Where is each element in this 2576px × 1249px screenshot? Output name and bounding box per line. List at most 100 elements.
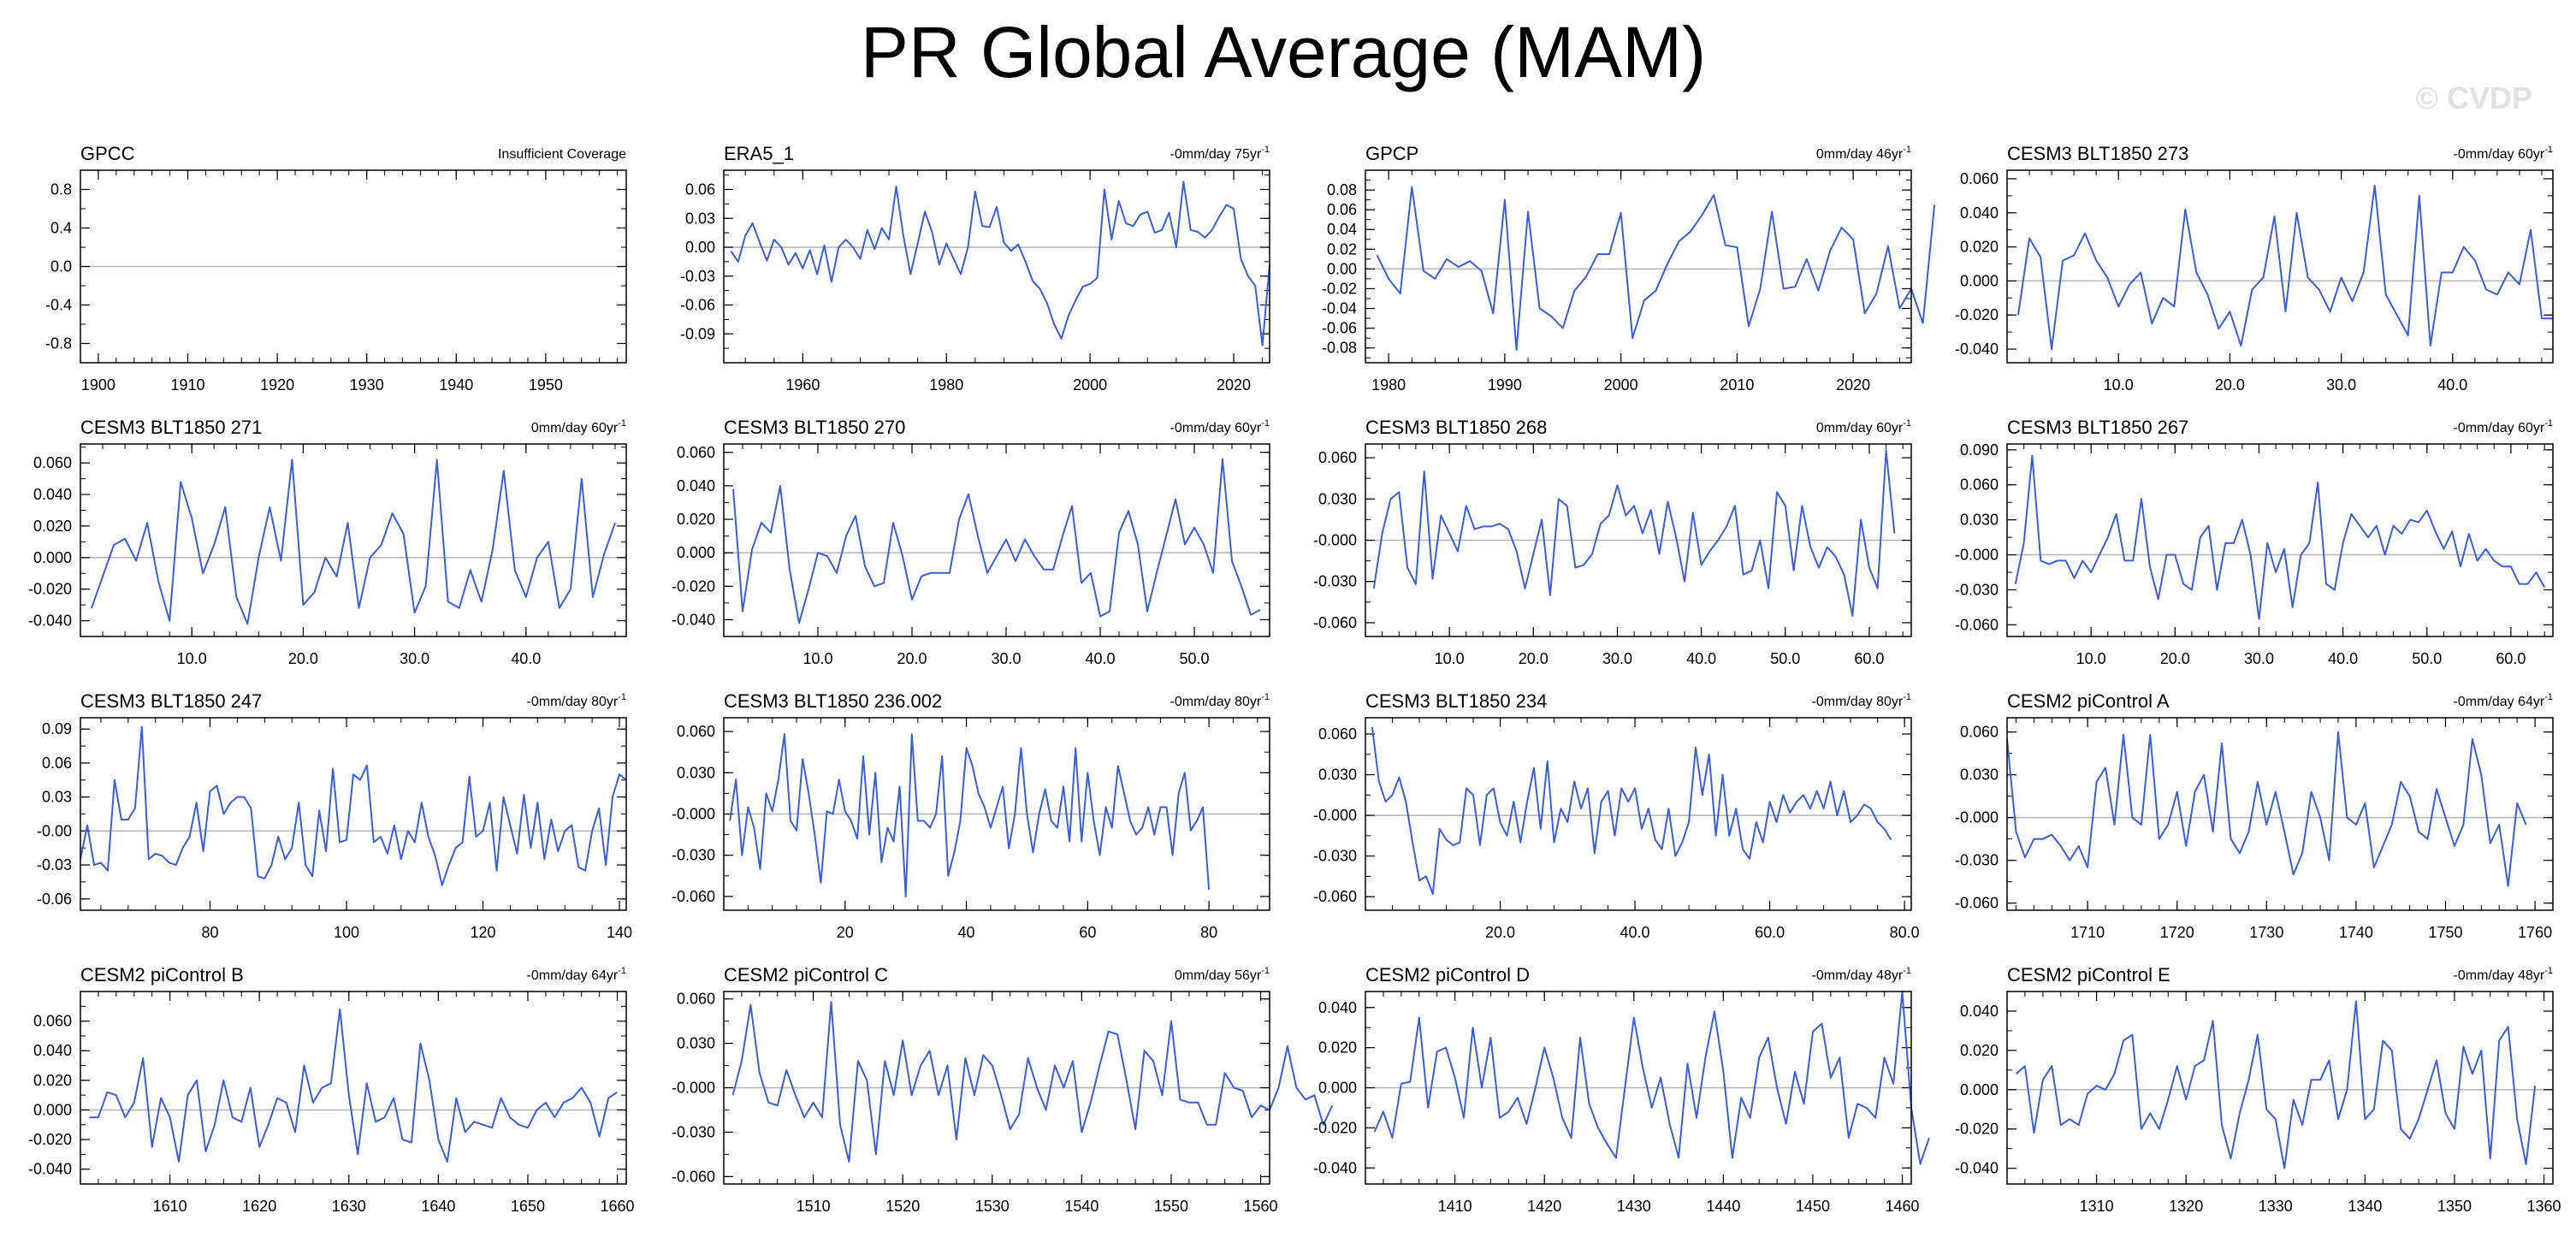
x-tick-label: 1950 (529, 376, 563, 394)
y-tick-label: -0.040 (28, 613, 72, 630)
x-tick-label: 1320 (2169, 1198, 2203, 1215)
x-tick-label: 20.0 (288, 650, 318, 667)
plot-frame (1365, 991, 1912, 1185)
x-tick-label: 1310 (2080, 1198, 2114, 1215)
y-tick-label: 0.000 (33, 549, 72, 566)
plot-frame (1365, 717, 1912, 911)
x-tick-label: 30.0 (2244, 650, 2274, 667)
x-tick-label: 1760 (2518, 924, 2552, 941)
y-tick-label: 0.030 (1318, 767, 1357, 784)
x-tick-label: 1610 (153, 1198, 187, 1215)
x-tick-label: 1350 (2437, 1198, 2472, 1215)
y-tick-label: -0.030 (672, 847, 715, 864)
annotation-superscript: -1 (1903, 145, 1911, 155)
y-tick-label: 0.060 (677, 991, 715, 1008)
panel-title: CESM2 piControl E (2007, 964, 2170, 986)
panel: 0.060 0.030 -0.000 -0.030 -0.060 1710 1720 1730… (1955, 690, 2554, 941)
x-tick-label: 20.0 (1519, 650, 1549, 667)
panel-annotation: -0mm/day 80yr-1 (527, 692, 626, 709)
panel-title: CESM3 BLT1850 268 (1365, 417, 1547, 438)
x-tick-label: 10.0 (1435, 650, 1465, 667)
annotation-superscript: -1 (2544, 692, 2553, 702)
series-line (1376, 186, 1936, 351)
x-tick-label: 50.0 (2412, 650, 2442, 667)
y-tick-label: -0.09 (680, 325, 715, 342)
plot-frame (723, 717, 1270, 911)
panel-annotation: -0mm/day 60yr-1 (2454, 145, 2553, 162)
x-tick-label: 1730 (2249, 924, 2283, 941)
x-tick-label: 1720 (2160, 924, 2194, 941)
annotation-superscript: -1 (618, 966, 626, 976)
plot-frame (80, 717, 627, 911)
y-tick-label: 0.03 (42, 789, 72, 806)
x-tick-label: 1460 (1886, 1198, 1920, 1215)
x-tick-label: 1920 (260, 376, 294, 394)
x-tick-label: 40.0 (1085, 650, 1115, 667)
y-tick-label: 0.060 (1960, 724, 1999, 741)
x-tick-label: 1740 (2339, 924, 2373, 941)
panel-annotation: -0mm/day 48yr-1 (2454, 966, 2553, 983)
x-tick-label: 120 (471, 924, 496, 941)
y-tick-label: 0.060 (677, 444, 715, 461)
x-tick-label: 1560 (1244, 1198, 1278, 1215)
annotation-superscript: -1 (1903, 692, 1911, 702)
y-tick-label: -0.000 (672, 806, 715, 823)
series-line (731, 1001, 1334, 1163)
y-tick-label: -0.02 (1322, 280, 1357, 297)
plot-frame (80, 443, 627, 637)
y-tick-label: -0.060 (1955, 616, 1999, 633)
y-tick-label: 0.0 (50, 258, 72, 275)
panel-annotation: -0mm/day 75yr-1 (1170, 145, 1270, 162)
annotation-superscript: -1 (1261, 145, 1270, 155)
page-title: PR Global Average (MAM) (861, 12, 1706, 92)
x-tick-label: 40.0 (511, 650, 541, 667)
x-tick-label: 80 (202, 924, 219, 941)
x-tick-label: 1750 (2428, 924, 2462, 941)
x-tick-label: 2000 (1604, 376, 1638, 394)
panel-annotation: 0mm/day 60yr-1 (531, 418, 626, 435)
y-tick-label: 0.060 (1318, 725, 1357, 743)
series-line (1371, 726, 1892, 895)
panel: 0.060 0.040 0.020 0.000 -0.020 -0.040 10.0 20.0… (28, 417, 627, 667)
annotation-superscript: -1 (2544, 145, 2553, 155)
panel-annotation: -0mm/day 80yr-1 (1812, 692, 1911, 709)
x-tick-label: 1940 (439, 376, 473, 394)
panel-title: CESM3 BLT1850 270 (724, 417, 905, 438)
x-tick-label: 1430 (1617, 1198, 1651, 1215)
y-tick-label: 0.040 (677, 477, 715, 494)
x-tick-label: 1630 (332, 1198, 366, 1215)
panel-annotation: Insufficient Coverage (498, 147, 626, 162)
y-tick-label: -0.020 (28, 1131, 72, 1148)
x-tick-label: 1910 (170, 376, 204, 394)
panel-title: CESM2 piControl A (2007, 690, 2170, 712)
annotation-superscript: -1 (618, 692, 626, 702)
panel-annotation: 0mm/day 46yr-1 (1816, 145, 1911, 162)
y-tick-label: -0.020 (672, 577, 715, 595)
y-tick-label: -0.03 (680, 268, 715, 285)
x-tick-label: 80.0 (1890, 924, 1920, 941)
y-tick-label: -0.04 (1322, 300, 1357, 317)
y-tick-label: 0.02 (1327, 240, 1357, 257)
y-tick-label: 0.03 (685, 210, 715, 227)
annotation-superscript: -1 (1261, 692, 1270, 702)
plot-frame (1365, 169, 1912, 364)
y-tick-label: 0.060 (1960, 170, 1999, 187)
panel: 0.060 0.040 0.020 0.000 -0.020 -0.040 10.0 20.0… (1955, 143, 2554, 394)
y-tick-label: -0.060 (1313, 888, 1357, 905)
panel-annotation: -0mm/day 64yr-1 (527, 966, 626, 983)
x-tick-label: 2020 (1836, 376, 1870, 394)
y-tick-label: -0.040 (28, 1161, 72, 1178)
series-line (91, 459, 616, 625)
panel: 0.040 0.020 0.000 -0.020 -0.040 1310 1320 1330 1… (1955, 964, 2561, 1215)
x-tick-label: 1420 (1527, 1198, 1561, 1215)
series-line (2015, 1000, 2537, 1169)
y-tick-label: 0.040 (1318, 999, 1357, 1016)
y-tick-label: -0.030 (1955, 852, 1999, 869)
y-tick-label: -0.060 (672, 1168, 715, 1185)
y-tick-label: -0.08 (1322, 340, 1357, 357)
y-tick-label: -0.00 (37, 822, 72, 839)
x-tick-label: 20.0 (2215, 376, 2245, 394)
annotation-superscript: -1 (1261, 418, 1270, 429)
panel-title: GPCC (80, 143, 135, 164)
x-tick-label: 1450 (1796, 1198, 1830, 1215)
